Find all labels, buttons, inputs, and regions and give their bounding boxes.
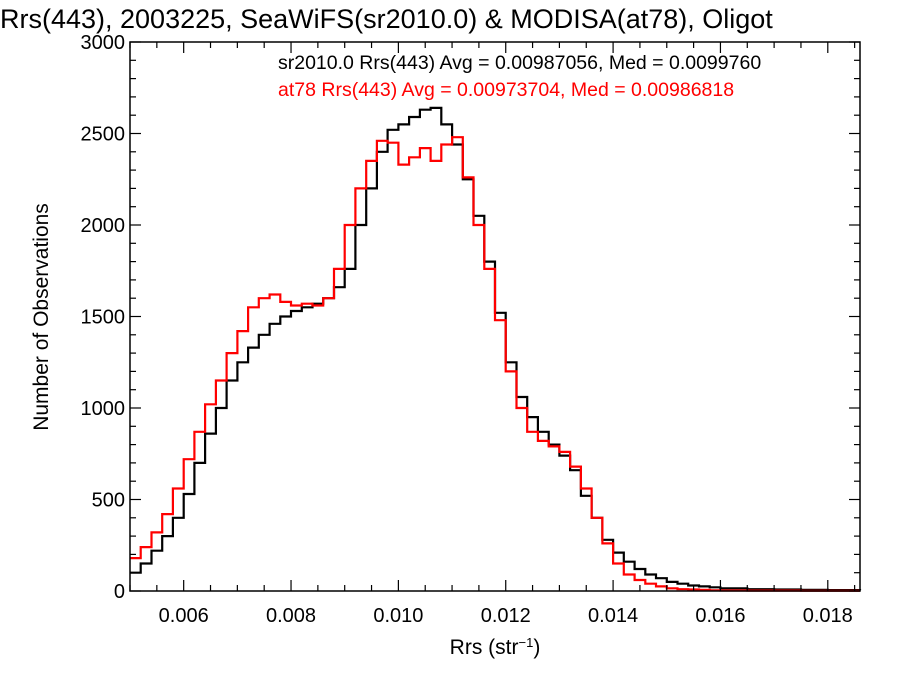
x-tick-label: 0.018 <box>803 605 853 627</box>
series-line-at78 <box>130 136 860 592</box>
x-axis-title-sup: −1 <box>519 635 534 650</box>
x-axis: 0.006 0.008 0.010 0.012 0.014 0.016 0.018 <box>129 42 856 627</box>
x-axis-title: Rrs (str−1) <box>450 635 541 660</box>
legend-entry-sr2010: sr2010.0 Rrs(443) Avg = 0.00987056, Med … <box>278 52 761 74</box>
y-axis: 0 500 1000 1500 2000 2500 3000 <box>81 32 860 603</box>
series-line-sr2010 <box>130 106 862 592</box>
x-axis-title-end: ) <box>533 636 540 659</box>
x-axis-title-base: Rrs (str <box>450 636 519 659</box>
x-tick-label: 0.012 <box>481 605 531 627</box>
x-tick-label: 0.014 <box>588 605 638 627</box>
y-tick-label: 500 <box>92 490 125 512</box>
y-tick-label: 2500 <box>81 124 126 146</box>
plot-area <box>129 41 862 592</box>
x-tick-label: 0.006 <box>159 605 209 627</box>
x-tick-label: 0.010 <box>373 605 423 627</box>
x-tick-label: 0.016 <box>695 605 745 627</box>
legend: sr2010.0 Rrs(443) Avg = 0.00987056, Med … <box>278 52 761 101</box>
y-axis-title: Number of Observations <box>30 203 53 431</box>
x-tick-label: 0.008 <box>266 605 316 627</box>
y-tick-label: 0 <box>114 581 125 603</box>
legend-entry-at78: at78 Rrs(443) Avg = 0.00973704, Med = 0.… <box>278 79 734 101</box>
y-tick-label: 1500 <box>81 307 126 329</box>
y-tick-label: 1000 <box>81 398 126 420</box>
chart-title: Rrs(443), 2003225, SeaWiFS(sr2010.0) & M… <box>0 4 773 34</box>
y-tick-label: 3000 <box>81 32 126 54</box>
y-tick-label: 2000 <box>81 215 126 237</box>
